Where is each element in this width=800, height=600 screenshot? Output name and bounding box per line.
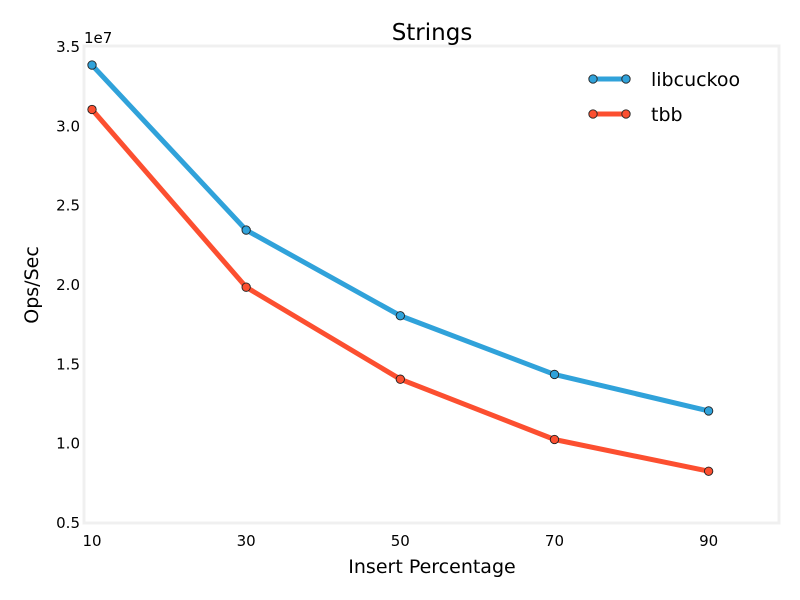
- x-tick-label: 50: [391, 532, 410, 550]
- y-tick-label: 3.0: [56, 117, 80, 135]
- data-point-tbb: [549, 434, 560, 445]
- x-tick-label: 30: [237, 532, 256, 550]
- data-point-tbb: [87, 104, 97, 115]
- y-tick-labels: 0.5 1.0 1.5 2.0 2.5 3.0 3.5: [56, 38, 80, 532]
- x-tick-labels: 10 30 50 70 90: [82, 532, 718, 550]
- x-axis-label: Insert Percentage: [348, 556, 515, 578]
- data-point-libcuckoo: [241, 225, 251, 235]
- data-point-tbb: [241, 282, 251, 292]
- y-tick-label: 0.5: [56, 514, 80, 532]
- data-point-libcuckoo: [395, 311, 405, 321]
- series-layer: [87, 60, 714, 476]
- legend: libcuckoo tbb: [588, 69, 740, 126]
- data-point-tbb: [703, 466, 714, 476]
- x-tick-label: 90: [699, 532, 718, 550]
- y-tick-label: 1.5: [56, 355, 80, 373]
- y-tick-label: 3.5: [56, 38, 80, 56]
- x-tick-label: 10: [82, 532, 101, 550]
- chart-title: Strings: [392, 20, 473, 46]
- y-tick-label: 2.5: [56, 197, 80, 215]
- legend-marker-libcuckoo: [621, 74, 631, 84]
- legend-label-libcuckoo: libcuckoo: [651, 69, 740, 91]
- data-point-libcuckoo: [87, 60, 97, 70]
- legend-marker-tbb: [588, 109, 598, 119]
- legend-marker-libcuckoo: [588, 74, 598, 84]
- y-axis-label: Ops/Sec: [21, 246, 43, 324]
- plot-frame: [82, 44, 781, 525]
- y-tick-label: 1.0: [56, 435, 80, 453]
- legend-label-tbb: tbb: [651, 104, 683, 126]
- data-point-libcuckoo: [703, 406, 714, 416]
- data-point-libcuckoo: [549, 369, 560, 380]
- data-point-tbb: [395, 374, 405, 384]
- legend-marker-tbb: [621, 109, 631, 119]
- y-tick-label: 2.0: [56, 276, 80, 294]
- x-tick-label: 70: [545, 532, 564, 550]
- y-offset-label: 1e7: [84, 29, 112, 47]
